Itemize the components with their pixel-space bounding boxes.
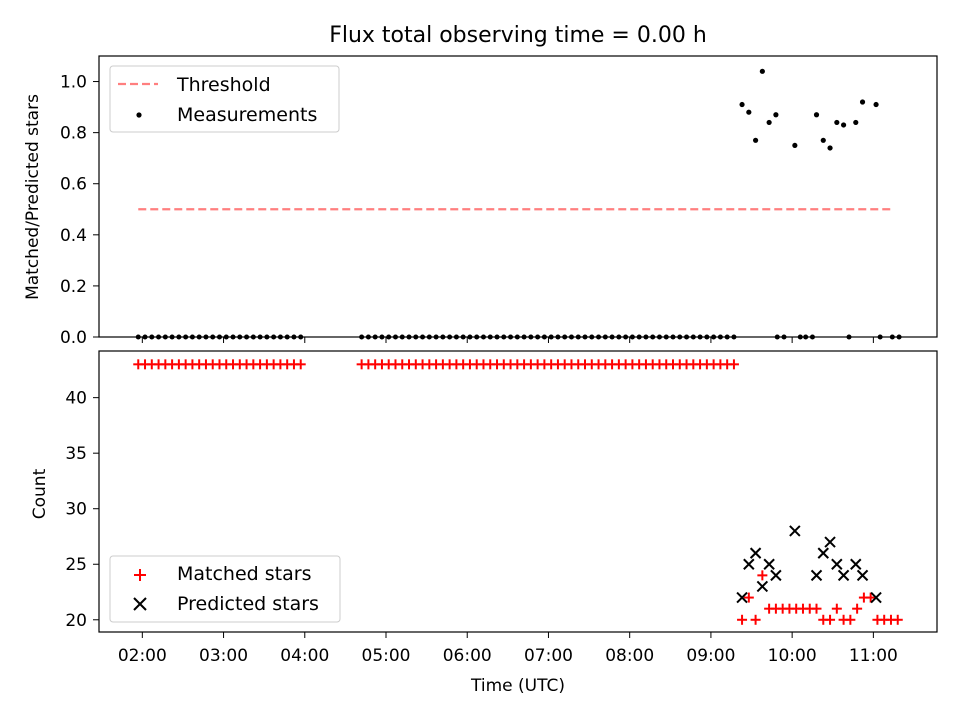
bottom-y-tick-label: 30 — [65, 500, 87, 520]
matched-star-point — [737, 614, 748, 625]
matched-star-point — [852, 603, 863, 614]
measurement-point — [746, 109, 752, 115]
top-y-tick-label: 1.0 — [60, 73, 87, 93]
predicted-star-point — [831, 558, 843, 570]
predicted-star-point — [856, 569, 869, 582]
bottom-axes-frame — [98, 350, 938, 633]
x-tick-label: 09:00 — [686, 646, 735, 666]
predicted-star-point — [810, 569, 823, 582]
x-tick-label: 10:00 — [768, 646, 817, 666]
matched-star-point — [831, 603, 842, 614]
measurement-point — [752, 137, 759, 143]
predicted-star-point — [824, 536, 836, 548]
measurement-point — [873, 101, 879, 108]
matched-star-point — [865, 592, 876, 603]
legend-measurements-label: Measurements — [177, 104, 317, 126]
top-legend-box — [109, 65, 340, 133]
legend-threshold-label: Threshold — [176, 74, 271, 96]
matched-star-point — [295, 359, 306, 370]
measurement-point — [834, 119, 840, 126]
legend-measurements-marker — [136, 112, 142, 118]
matched-star-point — [845, 614, 856, 625]
predicted-star-point — [763, 558, 775, 570]
matched-star-point — [757, 570, 768, 581]
bottom-legend: Matched stars Predicted stars — [109, 555, 341, 623]
predicted-star-point — [756, 580, 769, 593]
x-tick-label: 03:00 — [199, 646, 248, 666]
legend-predicted-marker — [133, 597, 147, 611]
matched-star-point — [728, 359, 739, 370]
bottom-panel: 20 25 30 35 40 02:00 03:00 04:00 05:00 06:00 07:00… — [65, 359, 903, 666]
predicted-star-point — [789, 525, 801, 537]
x-tick-label: 05:00 — [362, 646, 411, 666]
measurement-point — [792, 142, 798, 149]
bottom-y-tick-label: 25 — [65, 555, 87, 575]
matched-star-point — [892, 614, 903, 625]
x-tick-label: 07:00 — [524, 646, 573, 666]
measurement-point — [827, 145, 833, 151]
predicted-star-point — [817, 547, 829, 559]
x-axis-label: Time (UTC) — [470, 676, 565, 696]
top-y-tick-label: 0.6 — [60, 175, 87, 195]
predicted-star-point — [743, 558, 755, 570]
top-y-axis-label: Matched/Predicted stars — [23, 94, 43, 300]
measurement-point — [759, 68, 765, 74]
legend-matched-label: Matched stars — [177, 563, 311, 585]
top-y-tick-label: 0.8 — [60, 124, 87, 144]
legend-predicted-label: Predicted stars — [177, 593, 319, 615]
matched-star-point — [750, 614, 761, 625]
bottom-y-tick-label: 40 — [65, 389, 87, 409]
measurement-point — [840, 122, 847, 128]
measurement-point — [766, 119, 772, 126]
chart-title: Flux total observing time = 0.00 h — [329, 23, 707, 48]
predicted-star-point — [870, 591, 882, 604]
predicted-star-point — [837, 569, 850, 582]
legend-matched-marker — [134, 569, 146, 581]
bottom-y-axis-label: Count — [30, 468, 50, 519]
measurement-point — [859, 99, 866, 105]
x-tick-label: 11:00 — [849, 646, 898, 666]
top-y-tick-label: 0.4 — [60, 226, 87, 246]
top-y-tick-label: 0.0 — [60, 328, 87, 348]
predicted-star-point — [770, 569, 782, 582]
bottom-legend-box — [109, 555, 341, 623]
matched-star-point — [825, 614, 836, 625]
bottom-y-tick-label: 35 — [65, 444, 87, 464]
x-tick-label: 08:00 — [605, 646, 654, 666]
measurement-point — [739, 101, 745, 108]
matched-star-point — [743, 592, 754, 603]
predicted-star-point — [850, 558, 862, 570]
bottom-y-tick-label: 20 — [65, 611, 87, 631]
top-y-tick-label: 0.2 — [60, 277, 87, 297]
predicted-star-point — [749, 547, 762, 559]
measurement-point — [813, 112, 820, 118]
measurement-point — [773, 112, 779, 118]
x-tick-label: 02:00 — [118, 646, 167, 666]
x-tick-label: 04:00 — [280, 646, 329, 666]
measurement-point — [853, 119, 859, 126]
x-tick-label: 06:00 — [443, 646, 492, 666]
top-axes-frame — [98, 55, 938, 338]
predicted-star-point — [736, 591, 748, 604]
top-legend: Threshold Measurements — [109, 65, 340, 133]
measurement-point — [820, 137, 826, 143]
matched-star-point — [811, 603, 822, 614]
